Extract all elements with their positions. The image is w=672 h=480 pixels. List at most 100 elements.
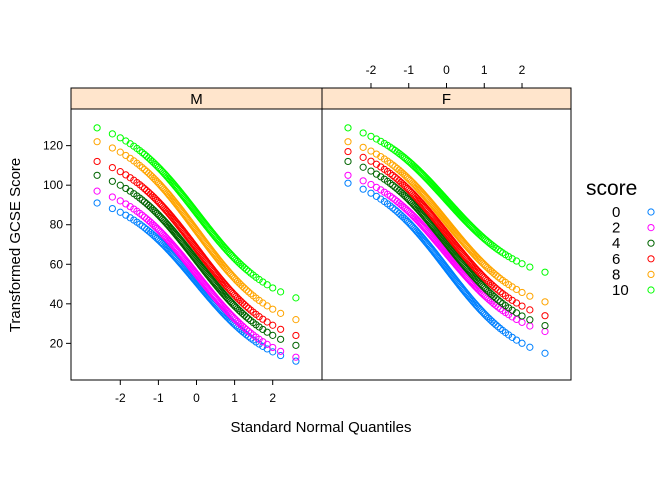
data-point-score-10-f: [541, 268, 549, 276]
data-point-score-10-m: [108, 130, 116, 138]
data-point-score-0-f: [367, 189, 375, 197]
data-point-score-6-m: [255, 313, 263, 321]
data-point-score-0-m: [93, 199, 101, 207]
data-point-score-8-m: [116, 148, 124, 156]
data-point-score-2-m: [263, 340, 271, 348]
data-point-score-0-m: [292, 357, 300, 365]
data-point-score-10-m: [255, 275, 263, 284]
panel-f-frame: [321, 108, 572, 381]
data-point-score-8-f: [526, 292, 534, 300]
data-point-score-6-f: [344, 147, 352, 156]
legend-marker: [647, 286, 655, 294]
strip-label-f: F: [442, 91, 451, 108]
y-axis-title: Transformed GCSE Score: [7, 158, 24, 333]
data-point-score-8-f: [492, 271, 500, 279]
data-point-score-2-f: [518, 318, 526, 326]
data-point-score-10-m: [93, 124, 101, 132]
data-point-score-2-m: [244, 327, 253, 335]
data-point-score-4-m: [242, 313, 250, 321]
x-tick-label-bottom: 1: [231, 391, 238, 405]
data-point-score-10-m: [244, 267, 253, 275]
legend-label: 4: [612, 235, 620, 252]
data-point-score-0-f: [391, 206, 399, 214]
data-point-score-0-m: [108, 204, 116, 213]
y-tick-label: 60: [50, 257, 64, 271]
data-point-score-8-f: [389, 161, 397, 169]
strip-label-m: M: [190, 91, 203, 108]
data-point-score-4-f: [512, 309, 521, 317]
x-tick-label-bottom: -1: [153, 391, 164, 405]
data-point-score-6-m: [292, 331, 300, 340]
data-point-score-4-m: [126, 187, 134, 195]
data-point-score-2-m: [138, 211, 146, 219]
data-point-score-10-f: [512, 257, 521, 265]
x-tick-label-top: -2: [366, 63, 377, 77]
data-point-score-0-m: [158, 240, 167, 248]
legend-label: 10: [612, 282, 629, 299]
data-point-score-4-m: [116, 181, 124, 189]
data-point-score-6-f: [518, 302, 526, 310]
data-point-score-4-f: [526, 316, 534, 324]
data-point-score-4-f: [367, 167, 375, 175]
data-point-score-6-m: [126, 174, 134, 182]
data-point-score-8-f: [410, 180, 418, 188]
data-point-score-8-m: [269, 305, 277, 313]
data-point-score-8-f: [367, 147, 375, 155]
data-point-score-10-f: [505, 252, 513, 261]
legend-label: 2: [612, 220, 620, 237]
data-point-score-8-f: [344, 138, 352, 146]
data-point-score-10-m: [292, 294, 300, 302]
data-point-score-2-m: [255, 335, 263, 343]
x-tick-label-top: 2: [519, 63, 526, 77]
data-point-score-2-m: [277, 347, 285, 355]
data-point-score-0-f: [359, 185, 367, 193]
x-tick-label-bottom: 2: [269, 391, 276, 405]
data-point-score-10-f: [367, 132, 375, 140]
x-axis-title: Standard Normal Quantiles: [231, 419, 412, 436]
data-point-score-0-m: [160, 241, 168, 249]
y-tick-label: 80: [50, 218, 64, 232]
data-point-score-6-m: [277, 325, 285, 333]
data-point-score-2-m: [116, 197, 124, 205]
data-point-score-4-m: [240, 311, 248, 319]
data-point-score-0-m: [116, 208, 124, 216]
data-point-score-6-f: [492, 284, 500, 292]
data-point-score-8-f: [512, 285, 521, 294]
data-point-score-0-f: [492, 321, 500, 329]
data-point-score-2-f: [359, 177, 367, 185]
data-point-score-0-f: [505, 331, 513, 339]
data-point-score-8-m: [277, 309, 285, 317]
data-point-score-2-f: [409, 211, 417, 220]
data-point-score-10-m: [138, 148, 146, 157]
data-point-score-6-m: [93, 157, 101, 166]
data-point-score-2-m: [269, 343, 277, 352]
data-point-score-2-m: [242, 325, 250, 334]
data-point-score-8-f: [518, 288, 526, 297]
data-point-score-4-f: [389, 181, 397, 189]
data-point-score-6-m: [138, 183, 146, 191]
data-point-score-8-m: [240, 284, 248, 292]
data-point-score-4-f: [344, 157, 352, 166]
data-point-score-6-m: [244, 304, 253, 312]
data-point-score-10-f: [344, 124, 352, 132]
data-point-score-6-f: [526, 306, 534, 314]
data-point-score-8-m: [122, 151, 130, 160]
data-point-score-0-m: [269, 348, 277, 356]
data-point-score-4-m: [292, 341, 300, 349]
y-tick-label: 40: [50, 297, 64, 311]
data-point-score-6-m: [108, 164, 116, 172]
data-point-score-0-f: [490, 319, 498, 327]
data-point-score-6-f: [367, 157, 375, 165]
x-tick-label-top: -1: [403, 63, 414, 77]
data-point-score-6-f: [505, 294, 513, 302]
axes: 20 40 60 80 100 120 -2 -2 -1 -1 0 0 1 1 2 2: [43, 63, 526, 405]
data-point-score-8-m: [244, 288, 253, 296]
x-tick-label-bottom: 0: [193, 391, 200, 405]
data-point-score-2-f: [377, 186, 385, 194]
data-point-score-8-f: [471, 251, 479, 260]
data-point-score-6-f: [512, 299, 521, 307]
data-point-score-4-m: [140, 198, 149, 206]
data-point-score-10-f: [494, 245, 502, 254]
data-point-score-10-f: [377, 137, 385, 145]
data-point-score-10-f: [359, 129, 367, 137]
